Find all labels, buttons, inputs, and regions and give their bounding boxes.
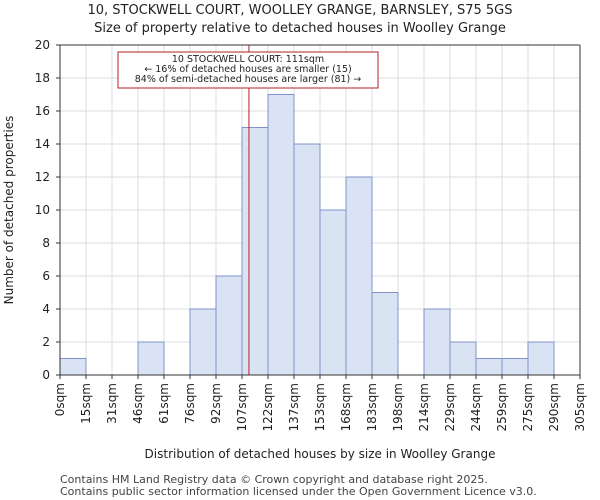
y-tick-label: 20 (35, 38, 50, 52)
y-tick-label: 18 (35, 71, 50, 85)
annotation-box (117, 51, 379, 89)
x-tick-label: 15sqm (79, 383, 93, 424)
x-tick-label: 61sqm (157, 383, 171, 424)
annotation-line: 84% of semi-detached houses are larger (… (135, 74, 362, 85)
chart-title: 10, STOCKWELL COURT, WOOLLEY GRANGE, BAR… (87, 3, 513, 18)
y-axis-label: Number of detached properties (2, 116, 16, 305)
y-tick-label: 10 (35, 203, 50, 217)
histogram-bar (423, 308, 451, 376)
x-tick-label: 275sqm (521, 383, 535, 431)
x-axis-label: Distribution of detached houses by size … (145, 447, 496, 461)
y-tick-label: 12 (35, 170, 50, 184)
x-tick-label: 46sqm (131, 383, 145, 424)
histogram-bar (475, 358, 503, 376)
x-tick-label: 31sqm (105, 383, 119, 424)
histogram-bar (345, 176, 373, 376)
x-tick-label: 137sqm (287, 383, 301, 431)
histogram-bar (59, 358, 87, 376)
annotation-line: ← 16% of detached houses are smaller (15… (144, 64, 351, 75)
x-tick-label: 107sqm (235, 383, 249, 431)
x-tick-label: 0sqm (53, 383, 67, 416)
x-tick-label: 183sqm (365, 383, 379, 431)
histogram-bar (319, 209, 347, 376)
y-tick-label: 2 (42, 335, 50, 349)
y-tick-label: 6 (42, 269, 50, 283)
x-tick-label: 244sqm (469, 383, 483, 431)
y-tick-label: 16 (35, 104, 50, 118)
x-tick-label: 76sqm (183, 383, 197, 424)
x-tick-label: 214sqm (417, 383, 431, 431)
y-tick-label: 8 (42, 236, 50, 250)
annotation-line: 10 STOCKWELL COURT: 111sqm (172, 54, 324, 65)
footer-licence: Contains public sector information licen… (60, 485, 537, 498)
x-tick-label: 229sqm (443, 383, 457, 431)
x-tick-label: 259sqm (495, 383, 509, 431)
x-tick-label: 290sqm (547, 383, 561, 431)
x-tick-label: 168sqm (339, 383, 353, 431)
histogram-bar (215, 275, 243, 376)
histogram-bar (137, 341, 165, 376)
x-tick-label: 92sqm (209, 383, 223, 424)
y-tick-label: 14 (35, 137, 50, 151)
chart-subtitle: Size of property relative to detached ho… (94, 21, 506, 36)
y-tick-label: 4 (42, 302, 50, 316)
histogram-bar (241, 127, 269, 376)
histogram-bar (371, 292, 399, 376)
histogram-bar (449, 341, 477, 376)
y-tick-label: 0 (42, 368, 50, 382)
histogram-bar (527, 341, 555, 376)
footer-copyright: Contains HM Land Registry data © Crown c… (60, 473, 488, 486)
x-tick-label: 153sqm (313, 383, 327, 431)
histogram-bar (189, 308, 217, 376)
histogram-bar (293, 143, 321, 376)
histogram-bar (267, 94, 295, 376)
x-tick-label: 122sqm (261, 383, 275, 431)
x-tick-label: 305sqm (573, 383, 587, 431)
x-tick-label: 198sqm (391, 383, 405, 431)
histogram-bar (501, 358, 529, 376)
